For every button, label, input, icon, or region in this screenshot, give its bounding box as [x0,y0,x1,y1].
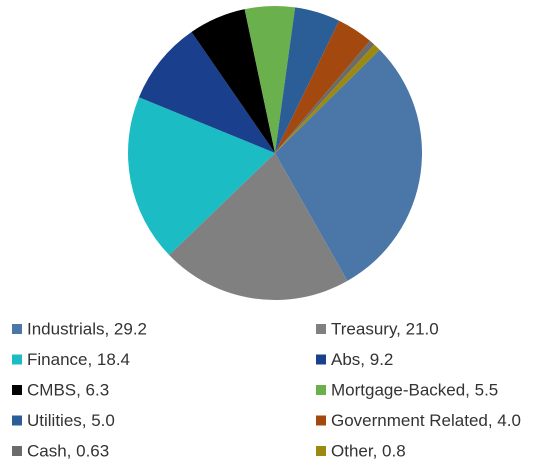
legend-swatch [316,354,326,365]
pie-slice [169,153,348,300]
pie-slice [138,32,275,154]
legend-label: Abs, 9.2 [331,350,393,369]
legend-swatch [316,415,326,426]
legend-swatch [316,324,326,334]
legend-label: Treasury, 21.0 [331,319,439,338]
legend-swatch [12,415,22,426]
legend-label: Industrials, 29.2 [27,319,147,338]
legend-swatch [12,446,22,456]
pie-slice [244,5,296,153]
legend-label: Utilities, 5.0 [27,411,115,430]
pie-slice [275,20,370,153]
pie-slice [275,40,375,154]
legend-swatch [316,385,326,395]
legend-swatch [12,385,22,395]
legend-label: Finance, 18.4 [27,350,130,369]
pie-slice [275,49,422,281]
legend-label: CMBS, 6.3 [27,380,109,399]
pie-slice [191,9,275,154]
legend-label: Other, 0.8 [331,441,406,460]
legend-label: Mortgage-Backed, 5.5 [331,380,498,399]
pie-slice [128,97,275,255]
legend-swatch [316,446,326,456]
legend-swatch [12,324,22,334]
pie-slice [275,7,340,153]
legend-label: Cash, 0.63 [27,441,109,460]
pie-slice [275,44,380,153]
legend-label: Government Related, 4.0 [331,411,521,430]
legend-swatch [12,354,22,365]
